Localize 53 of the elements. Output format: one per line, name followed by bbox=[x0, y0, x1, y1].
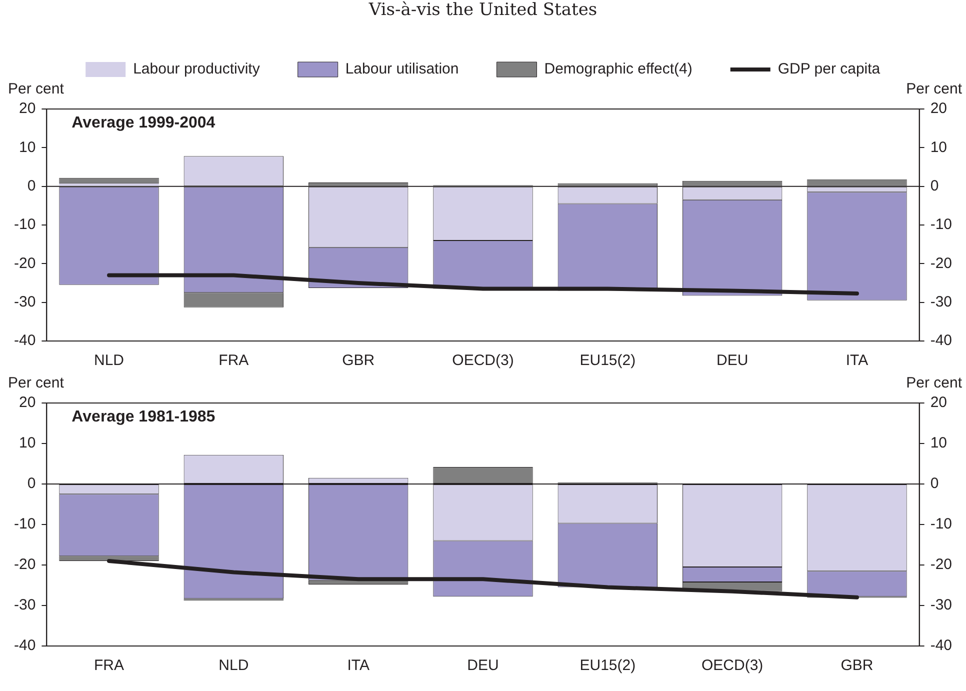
y-tick-label: -40 bbox=[14, 332, 36, 350]
y2-axis-title: Per cent bbox=[906, 374, 963, 392]
y2-tick-label: -30 bbox=[930, 596, 952, 614]
y2-tick-label: 20 bbox=[930, 394, 948, 412]
y-tick-label: 10 bbox=[18, 434, 36, 452]
legend-label: Demographic effect(4) bbox=[544, 60, 692, 78]
x-tick-label: EU15(2) bbox=[580, 657, 636, 674]
legend-label: Labour utilisation bbox=[345, 60, 459, 78]
y-tick-label: 20 bbox=[18, 100, 36, 118]
x-tick-label: ITA bbox=[347, 657, 370, 674]
y-tick-label: 0 bbox=[27, 177, 36, 194]
x-tick-label: OECD(3) bbox=[452, 352, 514, 370]
y-tick-label: 0 bbox=[27, 475, 36, 492]
y2-axis-title: Per cent bbox=[906, 80, 963, 98]
chart-title: Average 1999-2004 bbox=[72, 114, 216, 132]
y2-tick-label: 10 bbox=[930, 434, 948, 452]
x-tick-label: FRA bbox=[94, 657, 124, 674]
y-tick-label: -10 bbox=[14, 516, 36, 533]
y2-tick-label: -10 bbox=[930, 216, 952, 234]
x-tick-label: NLD bbox=[218, 657, 249, 674]
y2-tick-label: -10 bbox=[930, 516, 952, 533]
y-tick-label: 20 bbox=[18, 394, 36, 412]
y-tick-label: -30 bbox=[14, 293, 36, 310]
y-tick-label: -30 bbox=[14, 596, 36, 614]
x-tick-label: ITA bbox=[846, 352, 868, 370]
x-tick-label: EU15(2) bbox=[580, 352, 636, 370]
y-tick-label: -40 bbox=[14, 637, 36, 654]
chart-title: Average 1981-1985 bbox=[72, 408, 216, 426]
y-axis-title: Per cent bbox=[8, 80, 65, 98]
x-tick-label: DEU bbox=[716, 352, 748, 370]
y-tick-label: -20 bbox=[14, 556, 36, 574]
chart-subtitle: Vis-à-vis the United States bbox=[368, 0, 598, 20]
y-tick-label: 10 bbox=[18, 138, 36, 156]
legend-label: Labour productivity bbox=[133, 60, 260, 78]
y-tick-label: -20 bbox=[14, 254, 36, 272]
y-axis-title: Per cent bbox=[8, 374, 65, 392]
x-tick-label: DEU bbox=[467, 657, 499, 674]
y2-tick-label: -20 bbox=[930, 254, 952, 272]
y2-tick-label: -40 bbox=[930, 637, 952, 654]
y2-tick-label: -20 bbox=[930, 556, 952, 574]
x-tick-label: GBR bbox=[342, 352, 375, 370]
y2-tick-label: -40 bbox=[930, 332, 952, 350]
y2-tick-label: -30 bbox=[930, 293, 952, 310]
x-tick-label: GBR bbox=[840, 657, 874, 674]
legend-label: GDP per capita bbox=[778, 60, 881, 78]
y2-tick-label: 20 bbox=[930, 100, 948, 118]
x-tick-label: FRA bbox=[218, 352, 249, 370]
x-tick-label: NLD bbox=[94, 352, 124, 370]
y-tick-label: -10 bbox=[14, 216, 36, 234]
y2-tick-label: 0 bbox=[930, 177, 939, 194]
y2-tick-label: 0 bbox=[930, 475, 939, 492]
x-tick-label: OECD(3) bbox=[701, 657, 764, 674]
y2-tick-label: 10 bbox=[930, 138, 948, 156]
